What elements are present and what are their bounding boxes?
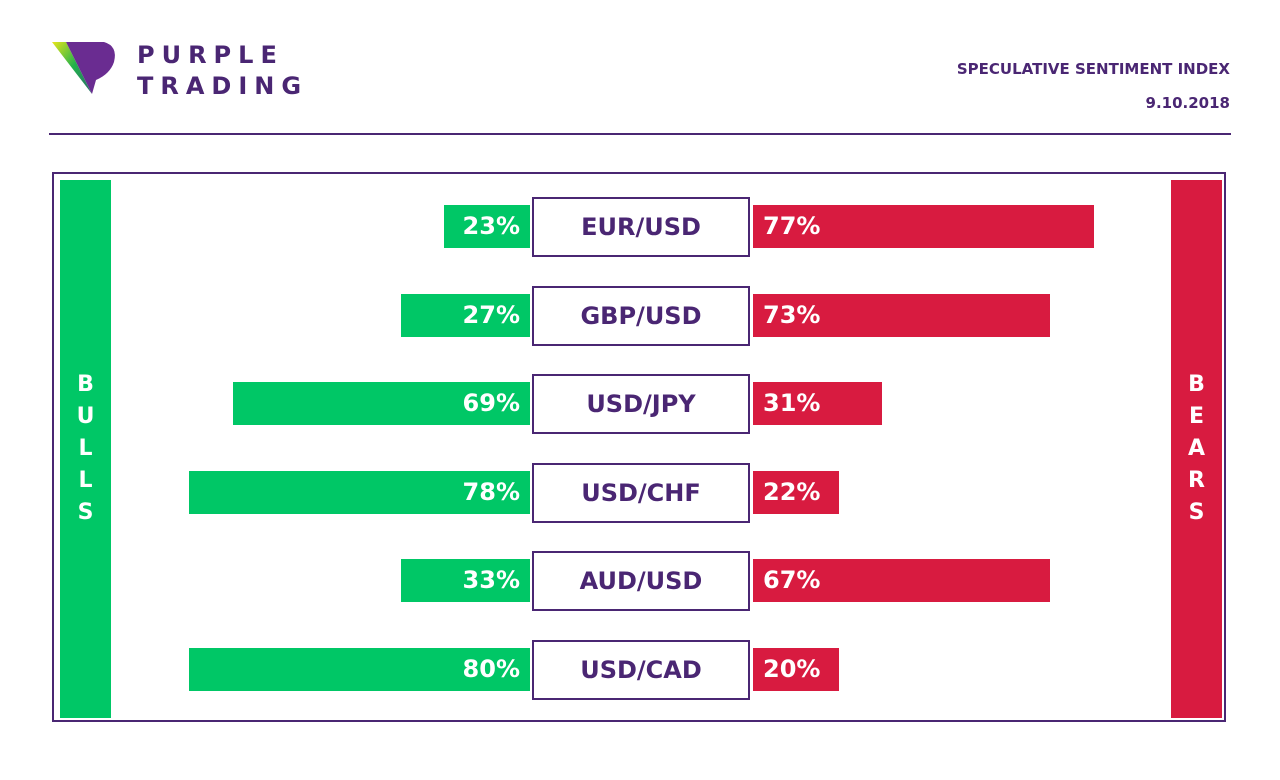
currency-pair-label: USD/JPY [532,374,750,435]
bears-letter: S [1188,500,1205,525]
bulls-letter: B [77,372,94,397]
sentiment-row: 78% USD/CHF 22% [0,462,1280,523]
currency-pair-label: USD/CAD [532,640,750,700]
bulls-bar: 69% [233,382,530,426]
chart-title: SPECULATIVE SENTIMENT INDEX [956,60,1230,78]
bears-bar: 77% [753,205,1094,248]
brand-line-2: TRADING [137,72,309,100]
bulls-letter: S [77,500,94,525]
purple-trading-logo-icon [52,42,115,94]
sentiment-row: 80% USD/CAD 20% [0,640,1280,700]
bears-bar: 22% [753,470,839,514]
chart-date: 9.10.2018 [1145,94,1230,112]
bears-bar: 67% [753,559,1050,603]
bulls-bar: 27% [401,293,530,337]
sentiment-row: 27% GBP/USD 73% [0,285,1280,346]
sentiment-row: 33% AUD/USD 67% [0,551,1280,612]
bulls-bar: 23% [444,205,530,248]
header-divider [49,133,1231,135]
currency-pair-label: EUR/USD [532,197,750,257]
bears-letter: B [1188,372,1205,397]
sentiment-row: 69% USD/JPY 31% [0,374,1280,435]
bears-bar: 20% [753,648,839,691]
currency-pair-label: USD/CHF [532,462,750,523]
currency-pair-label: AUD/USD [532,551,750,612]
brand-name: PURPLE TRADING [137,40,308,102]
brand-line-1: PURPLE [137,41,284,69]
bears-bar: 31% [753,382,882,426]
currency-pair-label: GBP/USD [532,285,750,346]
bears-letter: R [1188,468,1205,493]
bulls-letter: L [78,436,93,461]
bulls-bar: 80% [189,648,530,691]
chart-frame [52,172,1226,722]
bears-letter: E [1188,404,1205,429]
bears-bar: 73% [753,293,1050,337]
bulls-bar: 33% [401,559,530,603]
bulls-letter: L [78,468,93,493]
bears-letter: A [1187,436,1206,461]
bulls-bar: 78% [189,470,530,514]
sentiment-row: 23% EUR/USD 77% [0,197,1280,257]
bulls-letter: U [76,404,95,429]
